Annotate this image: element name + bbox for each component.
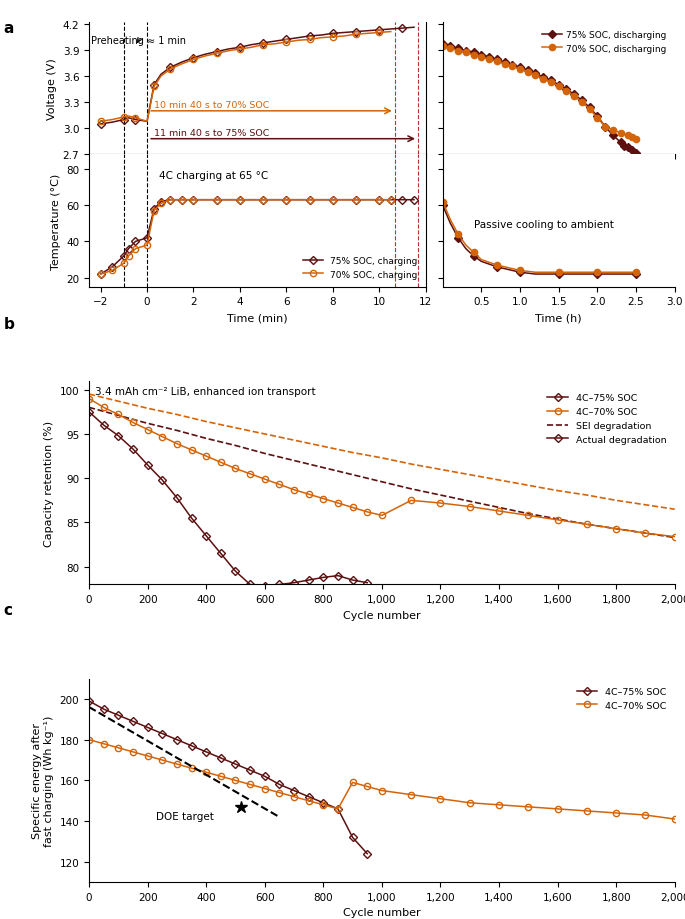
Legend: 4C–75% SOC, 4C–70% SOC: 4C–75% SOC, 4C–70% SOC — [573, 684, 670, 714]
Text: 4C charging at 65 °C: 4C charging at 65 °C — [159, 171, 268, 181]
Text: 10 min 40 s to 70% SOC: 10 min 40 s to 70% SOC — [154, 101, 269, 110]
Text: Passive cooling to ambient: Passive cooling to ambient — [473, 220, 614, 230]
Legend: 75% SOC, discharging, 70% SOC, discharging: 75% SOC, discharging, 70% SOC, dischargi… — [538, 28, 670, 57]
Y-axis label: Voltage (V): Voltage (V) — [47, 58, 57, 119]
Y-axis label: Temperature (°C): Temperature (°C) — [51, 174, 61, 269]
X-axis label: Cycle number: Cycle number — [343, 610, 421, 620]
Text: DOE target: DOE target — [156, 811, 214, 822]
Text: a: a — [3, 21, 14, 36]
Text: c: c — [3, 602, 12, 617]
Text: Preheating ≈ 1 min: Preheating ≈ 1 min — [91, 36, 186, 46]
Y-axis label: Specific energy after
fast charging (Wh kg⁻¹): Specific energy after fast charging (Wh … — [32, 715, 54, 846]
Y-axis label: Capacity retention (%): Capacity retention (%) — [44, 420, 54, 546]
X-axis label: Time (min): Time (min) — [227, 312, 288, 323]
X-axis label: Time (h): Time (h) — [536, 312, 582, 323]
Text: b: b — [3, 317, 14, 332]
Legend: 4C–75% SOC, 4C–70% SOC, SEI degradation, Actual degradation: 4C–75% SOC, 4C–70% SOC, SEI degradation,… — [543, 391, 670, 448]
Legend: 75% SOC, charging, 70% SOC, charging: 75% SOC, charging, 70% SOC, charging — [299, 254, 421, 283]
X-axis label: Cycle number: Cycle number — [343, 907, 421, 917]
Text: 3.4 mAh cm⁻² LiB, enhanced ion transport: 3.4 mAh cm⁻² LiB, enhanced ion transport — [95, 387, 316, 397]
Text: 11 min 40 s to 75% SOC: 11 min 40 s to 75% SOC — [154, 129, 269, 138]
